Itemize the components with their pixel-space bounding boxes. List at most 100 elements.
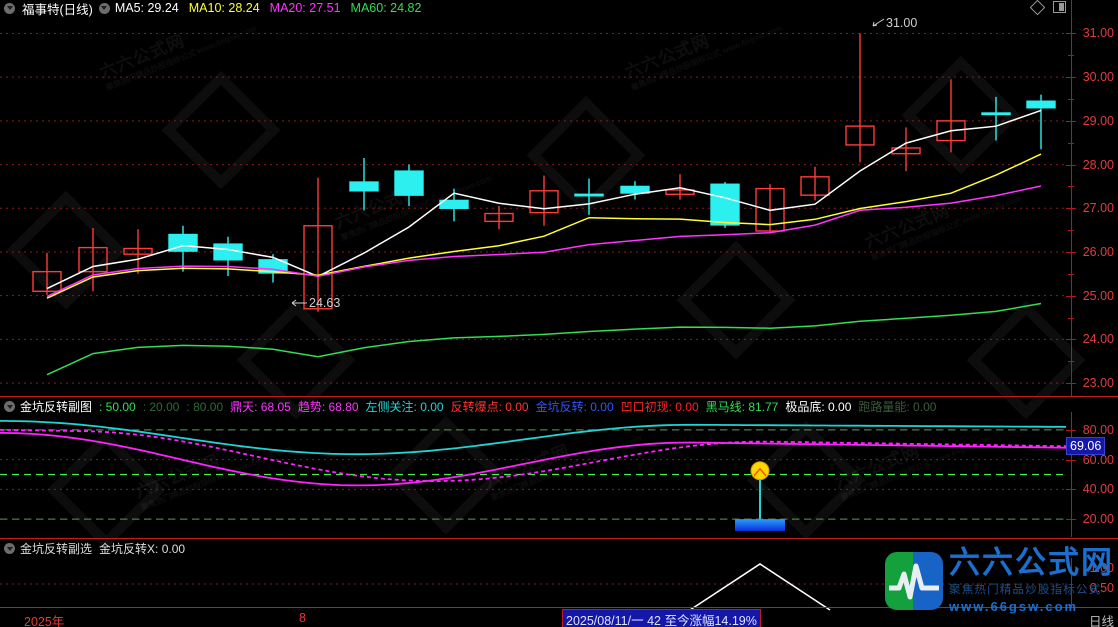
price-axis: 31.00 30.00 29.00 28.00 27.00 26.00 25.00 24.00… [1066,0,1118,396]
candle [349,158,379,211]
indicator-collapse-icon[interactable] [4,401,15,412]
high-annotation: 31.00 [872,16,917,30]
diamond-icon[interactable] [1029,0,1046,15]
sub-peak-line [689,563,831,611]
candle [78,227,108,292]
indicator-param-11: 跑路量能: 0.00 [858,400,937,414]
indicator-axis-label: 80.00 [1082,422,1114,437]
sub-axis-label: 0.50 [1089,581,1114,595]
candle [394,164,424,207]
reversal-signal-marker[interactable] [750,461,770,481]
logo-mark-icon [885,551,943,610]
indicator-line-heima [0,420,1067,456]
price-pane[interactable] [0,16,1066,394]
indicator-param-4: 趋势: 68.80 [297,400,359,414]
candle [303,177,333,312]
candle [845,33,875,163]
price-axis-label: 25.00 [1082,288,1114,303]
candle [936,79,966,153]
candle [620,181,650,200]
period-label: 日线 [1088,615,1114,627]
price-axis-label: 31.00 [1082,26,1114,41]
candle [123,229,153,274]
symbol-title: 福事特(日线) [22,2,93,17]
ma-line [46,185,1042,298]
indicator-param-9: 黑马线: 81.77 [705,400,779,414]
candle [800,166,830,201]
price-axis-label: 30.00 [1082,70,1114,85]
ma-dropdown-icon[interactable] [98,2,110,14]
ma-line [46,153,1042,299]
x-tick-month: 8 [299,611,306,625]
logo-url-text: www.66gsw.com [949,599,1079,614]
candle [574,178,604,215]
ma20-legend: MA20: 27.51 [269,1,341,15]
indicator-param-1: : 20.00 [142,399,180,414]
chart-header: 福事特(日线) MA5: 29.24 MA10: 28.24 MA20: 27.… [0,0,1066,17]
pane-separator-3 [0,607,1118,608]
candle [665,174,695,200]
price-axis-label: 26.00 [1082,244,1114,259]
status-bar-text: 2025/08/11/一 42 至今涨幅14.19% [562,609,761,627]
indicator-plot [0,420,1067,531]
x-tick-year: 2025年 [24,615,65,627]
candle [529,175,559,226]
candle [484,206,514,230]
sub-indicator-param: 金坑反转X: 0.00 [99,542,186,556]
price-axis-label: 28.00 [1082,157,1114,172]
ma10-legend: MA10: 28.24 [188,1,260,15]
low-annotation-text: 24.63 [309,296,341,310]
low-annotation: 24.63 [291,296,340,310]
price-axis-label: 27.00 [1082,201,1114,216]
sub-indicator-header: 金坑反转副选 金坑反转X: 0.00 [0,540,192,557]
pane-separator-2 [0,538,1118,539]
indicator-axis: 80.00 60.00 40.00 20.00 [1066,412,1118,537]
sub-indicator-title: 金坑反转副选 [20,542,93,556]
logo-sub-text: 聚焦热门精品炒股指标公式 [949,584,1102,596]
indicator-axis-label: 40.00 [1082,482,1114,497]
pane-separator-1 [0,396,1118,397]
indicator-param-6: 反转爆点: 0.00 [450,400,529,414]
indicator-param-3: 鼎天: 68.05 [230,400,291,414]
price-axis-label: 29.00 [1082,113,1114,128]
indicator-line-dingtian [0,431,1067,487]
indicator-param-5: 左侧关注: 0.00 [365,400,444,414]
indicator-param-10: 极品底: 0.00 [785,400,852,414]
indicator-param-7: 金坑反转: 0.00 [535,400,614,414]
candle [1026,94,1056,150]
high-annotation-text: 31.00 [886,16,918,30]
candlestick-plot [0,32,1066,384]
sub-axis-label: 1.00 [1089,561,1114,575]
panel-toggle-icon[interactable] [1053,1,1066,13]
site-logo: 六六公式网 聚焦热门精品炒股指标公式 www.66gsw.com [885,547,1114,614]
arrow-left-icon [291,299,307,307]
ma-line [46,109,1042,290]
signal-volume-bar [735,519,785,531]
indicator-line-qushi [0,429,1067,482]
indicator-axis-label: 20.00 [1082,512,1114,527]
window-corner-icons [1029,0,1066,15]
ma-line [46,302,1042,376]
indicator-param-2: : 80.00 [186,399,224,414]
indicator-param-8: 凹口初现: 0.00 [620,400,699,414]
price-axis-label: 23.00 [1082,376,1114,391]
price-axis-label: 24.00 [1082,332,1114,347]
indicator-axis-label: 60.00 [1082,452,1114,467]
arrow-icon [872,18,885,27]
ma5-legend: MA5: 29.24 [114,1,179,15]
candle [981,96,1011,141]
indicator-header: 金坑反转副图 : 50.00 : 20.00 : 80.00 鼎天: 68.05 趋势:… [0,398,943,415]
candle [710,182,740,228]
ma60-legend: MA60: 24.82 [350,1,422,15]
logo-main-text: 六六公式网 [949,545,1114,580]
indicator-value-tag: 69.06 [1066,437,1106,456]
indicator-param-0: : 50.00 [99,399,136,414]
sub-axis: 1.00 0.50 [1066,558,1118,608]
indicator-title: 金坑反转副图 [20,400,93,414]
indicator-pane[interactable] [0,412,1067,537]
sub-collapse-icon[interactable] [4,543,15,554]
chevron-down-icon[interactable] [4,2,15,14]
candle [755,184,785,234]
x-axis: 2025年 8 2025/08/11/一 42 至今涨幅14.19% 日线 [0,608,1118,627]
